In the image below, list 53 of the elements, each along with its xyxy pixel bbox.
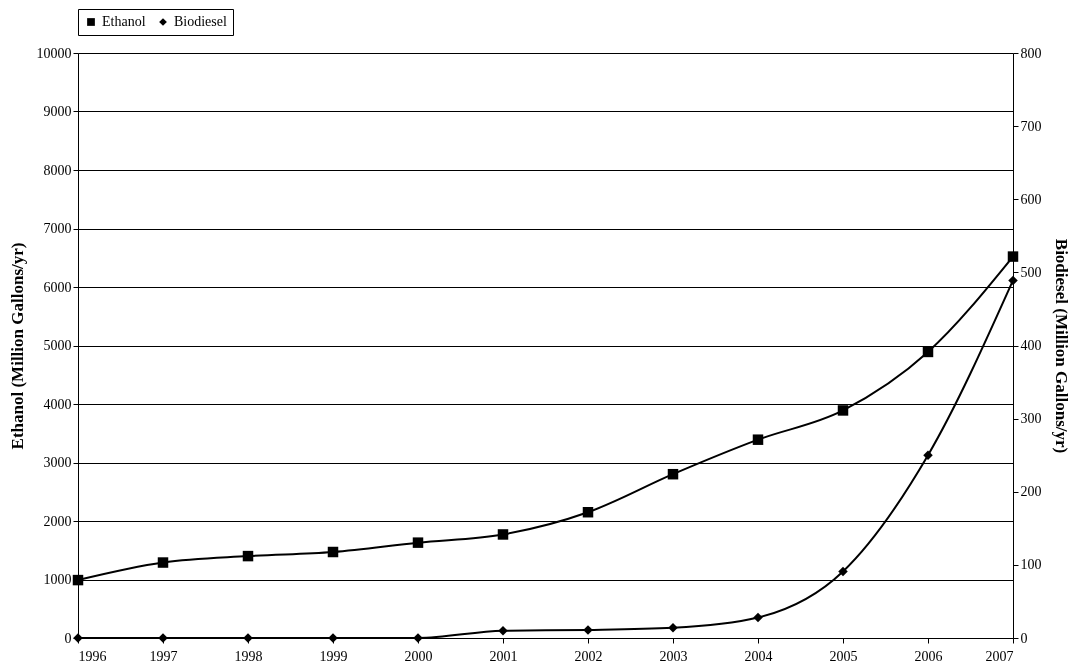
point	[837, 405, 849, 416]
point	[753, 612, 763, 623]
point	[582, 506, 594, 518]
point	[922, 346, 934, 358]
x-tick-label: 2002	[574, 648, 603, 664]
legend-label: Ethanol	[102, 14, 146, 29]
y-tick-label: 2000	[43, 513, 72, 529]
x-tick-label: 2001	[489, 648, 518, 664]
y2-tick-label: 700	[1020, 118, 1042, 134]
y2-tick-label: 100	[1020, 557, 1042, 573]
y-tick-label: 10000	[36, 45, 72, 61]
x-tick-label: 1999	[319, 648, 348, 664]
y2-tick-label: 200	[1020, 484, 1042, 500]
y2-tick-label: 800	[1020, 45, 1042, 61]
point	[752, 434, 764, 445]
point	[1008, 275, 1018, 286]
x-tick-label: 1997	[149, 648, 178, 664]
y2-tick-label: 600	[1020, 191, 1042, 207]
point	[242, 550, 254, 562]
x-tick-label: 2000	[404, 648, 433, 664]
y-tick-label: 4000	[43, 396, 72, 412]
x-tick-label: 2005	[829, 648, 858, 664]
legend-label: Biodiesel	[174, 14, 227, 29]
x-tick-label: 1998	[234, 648, 263, 664]
y2-tick-label: 400	[1020, 338, 1042, 353]
y-tick-label: 9000	[43, 104, 72, 119]
x-tick-label: 2003	[659, 648, 688, 664]
point	[1007, 251, 1019, 262]
x-tick-label: 2004	[744, 648, 773, 664]
y-tick-label: 0	[64, 630, 72, 646]
y-tick-label: 1000	[43, 572, 72, 587]
y-tick-label: 8000	[43, 162, 72, 178]
point	[838, 566, 848, 577]
point	[72, 574, 84, 586]
x-tick-label: 2006	[914, 648, 943, 664]
y-tick-label: 6000	[43, 279, 72, 295]
y-axis-title: Ethanol (Million Gallons/yr)	[7, 242, 27, 450]
point	[157, 557, 169, 568]
point	[667, 468, 679, 480]
x-tick-label: 2007	[985, 648, 1014, 664]
point	[498, 625, 508, 636]
y2-tick-label: 300	[1020, 411, 1042, 427]
y-tick-label: 5000	[43, 338, 72, 353]
y2-tick-label: 0	[1020, 630, 1028, 646]
point	[497, 529, 509, 540]
y-tick-label: 7000	[43, 221, 72, 236]
y2-axis-title: Biodiesel (Million Gallons/yr)	[1051, 238, 1071, 454]
y2-tick-label: 500	[1020, 264, 1042, 280]
y-tick-label: 3000	[43, 455, 72, 470]
x-tick-label: 1996	[78, 648, 107, 664]
point	[327, 546, 339, 558]
point	[668, 623, 678, 633]
point	[412, 537, 424, 548]
